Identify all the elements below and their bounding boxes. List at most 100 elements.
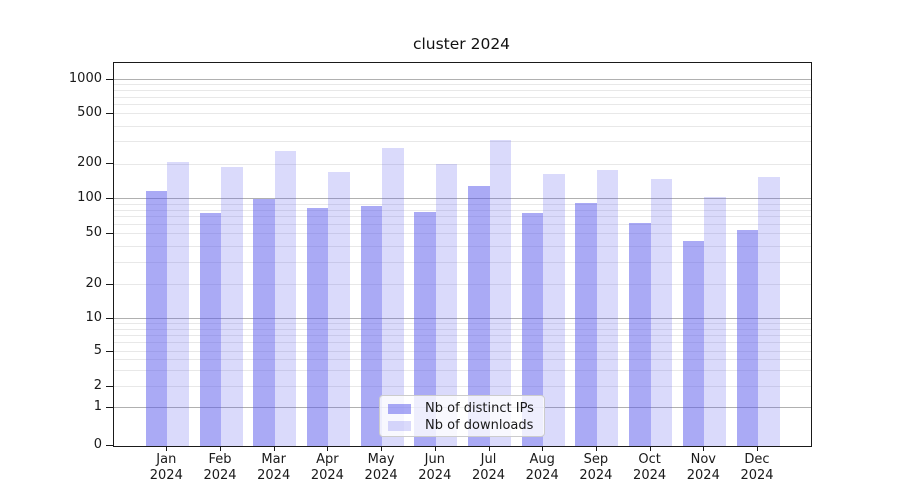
gridline-major-10 — [114, 318, 811, 320]
bar-downloads-mar — [274, 150, 297, 446]
y-tick-label-500: 500 — [77, 105, 102, 121]
bar-downloads-jul — [489, 139, 511, 446]
bar-downloads-jan — [167, 161, 189, 446]
bar-downloads-oct — [650, 179, 673, 446]
y-tick-mark-1000 — [106, 79, 113, 81]
bar-downloads-aug — [543, 174, 565, 446]
gridline-major-1000 — [114, 79, 811, 81]
x-tick-label-aug: Aug 2024 — [525, 452, 559, 483]
x-tick-mark-sep — [595, 446, 597, 451]
chart-title: cluster 2024 — [412, 35, 511, 53]
x-tick-mark-jul — [488, 446, 490, 451]
bar-ips-jun — [414, 211, 436, 446]
x-tick-label-dec: Dec 2024 — [740, 452, 774, 483]
y-tick-label-1: 1 — [93, 399, 102, 415]
y-tick-label-20: 20 — [85, 276, 102, 292]
x-tick-label-feb: Feb 2024 — [203, 452, 237, 483]
gridline-minor-500 — [114, 113, 811, 115]
gridline-minor-200 — [114, 163, 811, 165]
y-tick-mark-5 — [106, 350, 113, 352]
x-tick-mark-feb — [220, 446, 221, 451]
gridline-minor-70 — [114, 216, 811, 218]
gridline-minor-9 — [114, 323, 811, 325]
y-tick-mark-500 — [106, 113, 113, 115]
x-tick-mark-may — [381, 446, 383, 451]
x-tick-label-mar: Mar 2024 — [257, 452, 291, 483]
gridline-minor-6 — [114, 342, 811, 344]
legend-label-downloads: Nb of downloads — [425, 418, 534, 433]
gridline-minor-900 — [114, 84, 811, 86]
gridline-minor-2 — [114, 386, 811, 388]
gridline-minor-4 — [114, 359, 811, 361]
y-tick-mark-20 — [106, 284, 113, 286]
x-tick-mark-mar — [273, 446, 275, 451]
y-tick-mark-0 — [106, 445, 113, 446]
y-tick-label-0: 0 — [93, 437, 102, 452]
y-tick-mark-50 — [106, 233, 113, 235]
x-tick-mark-oct — [649, 446, 651, 451]
gridline-major-100 — [114, 198, 811, 200]
legend-item-downloads: Nb of downloads — [388, 418, 536, 433]
bar-ips-may — [360, 205, 383, 446]
bar-downloads-nov — [704, 196, 726, 446]
x-tick-label-apr: Apr 2024 — [310, 452, 344, 483]
x-tick-label-jul: Jul 2024 — [471, 452, 506, 483]
gridline-minor-20 — [114, 284, 811, 286]
gridline-minor-600 — [114, 104, 811, 106]
y-tick-mark-200 — [106, 163, 113, 165]
legend-label-distinct-ips: Nb of distinct IPs — [425, 401, 534, 416]
gridline-minor-3 — [114, 370, 811, 372]
y-tick-mark-10 — [106, 318, 113, 320]
bar-ips-oct — [629, 223, 651, 446]
bar-ips-dec — [736, 230, 758, 446]
bar-ips-sep — [575, 203, 597, 446]
plot-area: Nb of distinct IPs Nb of downloads — [113, 62, 812, 447]
x-tick-mark-aug — [542, 446, 544, 451]
x-tick-mark-dec — [757, 446, 758, 451]
gridline-minor-80 — [114, 209, 811, 211]
y-tick-label-200: 200 — [77, 155, 102, 171]
x-tick-label-sep: Sep 2024 — [579, 452, 613, 483]
bar-downloads-apr — [328, 172, 350, 446]
bar-downloads-dec — [758, 177, 780, 446]
y-tick-label-2: 2 — [93, 378, 102, 394]
x-tick-label-nov: Nov 2024 — [686, 452, 720, 483]
x-tick-label-jan: Jan 2024 — [149, 452, 183, 483]
gridline-minor-700 — [114, 96, 811, 98]
legend-item-distinct-ips: Nb of distinct IPs — [388, 401, 536, 416]
bar-ips-jul — [468, 186, 490, 446]
x-tick-mark-jan — [166, 446, 168, 451]
gridline-minor-8 — [114, 328, 811, 330]
x-tick-mark-jun — [434, 446, 436, 451]
gridline-minor-40 — [114, 245, 811, 247]
gridline-minor-300 — [114, 141, 811, 143]
bar-downloads-may — [382, 148, 404, 446]
y-tick-label-5: 5 — [93, 342, 102, 358]
gridline-minor-30 — [114, 261, 811, 263]
x-tick-label-oct: Oct 2024 — [633, 452, 667, 483]
bar-ips-apr — [306, 207, 329, 446]
gridline-minor-5 — [114, 350, 811, 352]
gridline-minor-800 — [114, 90, 811, 92]
gridline-minor-7 — [114, 334, 811, 336]
x-tick-label-jun: Jun 2024 — [418, 452, 452, 483]
bar-downloads-feb — [221, 166, 243, 446]
y-tick-mark-2 — [106, 386, 113, 388]
legend-swatch-downloads — [388, 420, 411, 431]
bar-downloads-sep — [596, 170, 619, 446]
legend-swatch-distinct-ips — [388, 403, 411, 414]
gridlines-layer — [114, 63, 811, 446]
x-tick-mark-apr — [327, 446, 329, 451]
y-tick-mark-1 — [106, 407, 113, 409]
bar-ips-jan — [145, 191, 168, 446]
gridline-minor-90 — [114, 203, 811, 205]
x-tick-label-may: May 2024 — [364, 452, 398, 483]
bar-downloads-jun — [435, 163, 458, 446]
bars-layer — [114, 63, 811, 446]
gridline-minor-400 — [114, 125, 811, 127]
gridline-minor-60 — [114, 224, 811, 226]
x-tick-mark-nov — [703, 446, 705, 451]
y-tick-label-10: 10 — [85, 310, 102, 326]
bar-ips-aug — [521, 213, 544, 446]
